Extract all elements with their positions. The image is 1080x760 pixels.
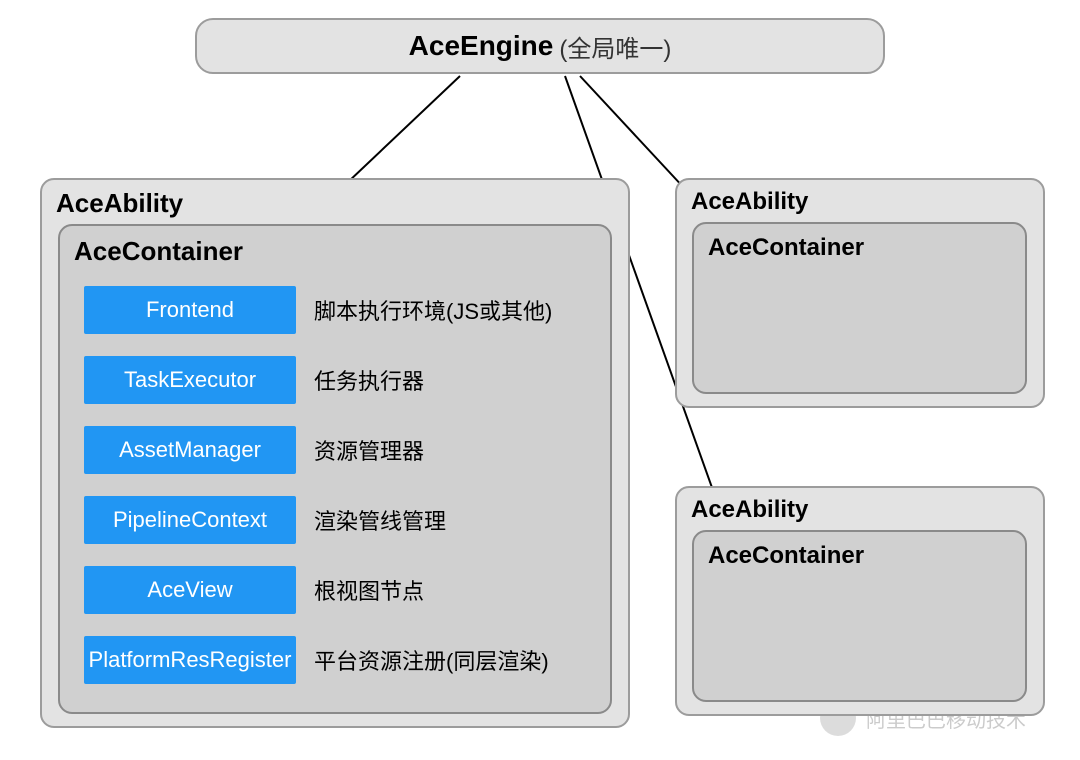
ace-engine-title: AceEngine bbox=[409, 30, 554, 62]
component-desc: 平台资源注册(同层渲染) bbox=[314, 644, 549, 676]
ace-container-title: AceContainer bbox=[708, 542, 864, 570]
ace-ability-title: AceAbility bbox=[691, 496, 808, 524]
component-desc: 渲染管线管理 bbox=[314, 504, 446, 536]
component-chip-taskexecutor: TaskExecutor bbox=[84, 356, 296, 404]
component-row: PipelineContext 渲染管线管理 bbox=[84, 496, 446, 544]
component-row: AceView 根视图节点 bbox=[84, 566, 424, 614]
ace-container-box-right1: AceContainer bbox=[692, 222, 1027, 394]
ace-container-box-right2: AceContainer bbox=[692, 530, 1027, 702]
component-chip-assetmanager: AssetManager bbox=[84, 426, 296, 474]
component-desc: 脚本执行环境(JS或其他) bbox=[314, 294, 552, 326]
ace-container-box-main: AceContainer Frontend 脚本执行环境(JS或其他) TaskExe… bbox=[58, 224, 612, 714]
component-chip-frontend: Frontend bbox=[84, 286, 296, 334]
component-desc: 根视图节点 bbox=[314, 574, 424, 606]
ace-engine-subtitle: (全局唯一) bbox=[559, 29, 671, 64]
component-row: Frontend 脚本执行环境(JS或其他) bbox=[84, 286, 552, 334]
component-row: PlatformResRegister 平台资源注册(同层渲染) bbox=[84, 636, 549, 684]
component-row: AssetManager 资源管理器 bbox=[84, 426, 424, 474]
ace-ability-title: AceAbility bbox=[691, 188, 808, 216]
component-chip-platformresregister: PlatformResRegister bbox=[84, 636, 296, 684]
ace-container-title: AceContainer bbox=[708, 234, 864, 262]
component-desc: 任务执行器 bbox=[314, 364, 424, 396]
component-chip-aceview: AceView bbox=[84, 566, 296, 614]
component-chip-pipelinecontext: PipelineContext bbox=[84, 496, 296, 544]
ace-engine-box: AceEngine (全局唯一) bbox=[195, 18, 885, 74]
component-row: TaskExecutor 任务执行器 bbox=[84, 356, 424, 404]
ace-ability-title: AceAbility bbox=[56, 188, 183, 219]
component-desc: 资源管理器 bbox=[314, 434, 424, 466]
ace-container-title: AceContainer bbox=[74, 236, 243, 267]
